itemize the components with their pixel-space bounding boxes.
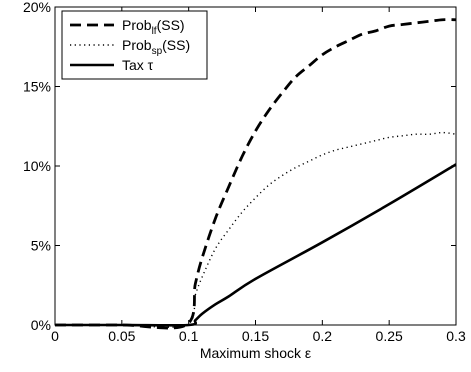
x-tick-label: 0.3 bbox=[446, 328, 466, 344]
legend-label: Probsp(SS) bbox=[122, 37, 190, 57]
y-tick-label: 5% bbox=[31, 238, 51, 254]
legend-box bbox=[61, 10, 208, 80]
legend-label-sub: lf bbox=[152, 26, 157, 37]
legend-label-main: Prob bbox=[122, 17, 152, 33]
legend-label-suffix: (SS) bbox=[157, 17, 185, 33]
x-tick-label: 0.15 bbox=[242, 328, 269, 344]
y-tick-label: 15% bbox=[23, 79, 51, 95]
x-tick-label: 0.05 bbox=[108, 328, 135, 344]
y-tick-label: 10% bbox=[23, 158, 51, 174]
y-tick-label: 0% bbox=[31, 317, 51, 333]
x-tick-label: 0.1 bbox=[179, 328, 199, 344]
legend: Problf(SS)Probsp(SS)Tax τ bbox=[61, 10, 208, 80]
legend-label-main: Prob bbox=[122, 37, 152, 53]
legend-label: Tax τ bbox=[122, 57, 154, 73]
x-tick-label: 0.25 bbox=[376, 328, 403, 344]
y-tick-label: 20% bbox=[23, 0, 51, 15]
legend-label-suffix: (SS) bbox=[162, 37, 190, 53]
x-tick-label: 0 bbox=[51, 328, 59, 344]
series-layer bbox=[54, 18, 457, 330]
legend-label-main: Tax τ bbox=[122, 57, 154, 73]
x-tick-label: 0.2 bbox=[313, 328, 333, 344]
series-line-3 bbox=[54, 163, 457, 327]
series-line-1 bbox=[54, 18, 457, 330]
legend-label: Problf(SS) bbox=[122, 17, 185, 37]
legend-label-sub: sp bbox=[152, 46, 163, 57]
x-axis-label: Maximum shock ε bbox=[200, 345, 311, 361]
axes: 0 0.05 0.1 0.15 0.2 0.25 0.3 0% 5% 10% 15% 20% bbox=[23, 0, 466, 344]
